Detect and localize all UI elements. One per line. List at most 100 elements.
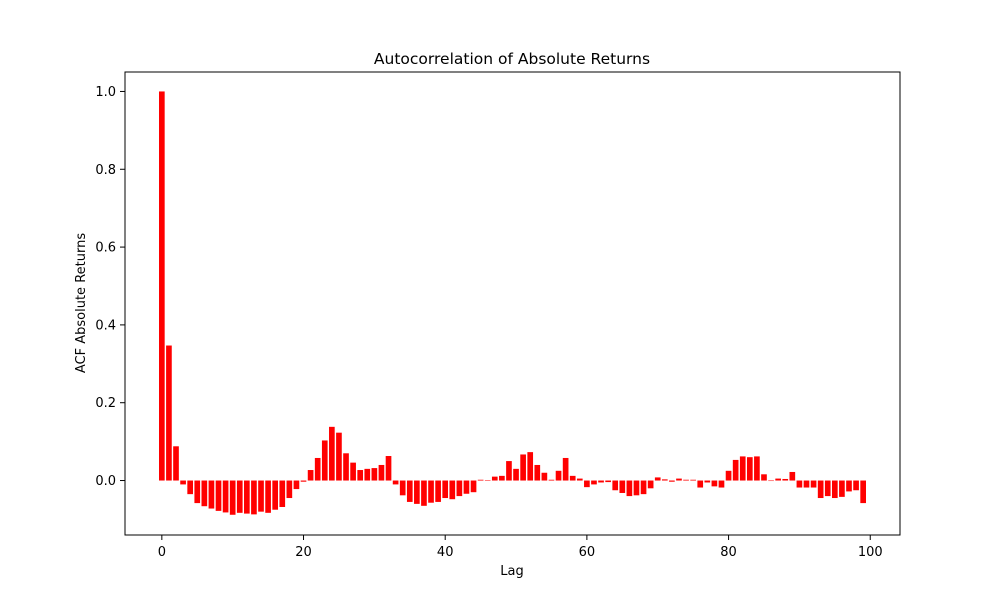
- bar-lag-27: [350, 462, 356, 481]
- bar-lag-87: [775, 478, 781, 481]
- bar-lag-67: [633, 480, 640, 496]
- bars-group: [159, 91, 866, 515]
- y-axis-label: ACF Absolute Returns: [74, 233, 89, 373]
- y-tick-label: 0.2: [95, 396, 116, 411]
- bar-lag-8: [215, 480, 222, 511]
- bar-lag-62: [598, 480, 604, 483]
- bar-lag-44: [470, 480, 477, 493]
- bar-lag-81: [732, 459, 739, 481]
- bar-lag-43: [463, 480, 470, 494]
- bar-lag-69: [647, 480, 654, 489]
- plot-frame: [124, 71, 901, 536]
- bar-lag-30: [371, 468, 378, 481]
- y-tick-label: 0.0: [95, 474, 116, 489]
- x-tick-label: 40: [437, 545, 454, 560]
- bar-lag-57: [562, 457, 569, 481]
- bar-lag-63: [605, 480, 611, 483]
- bar-lag-9: [222, 480, 229, 513]
- bar-lag-84: [754, 456, 760, 481]
- bar-lag-55: [548, 479, 555, 481]
- bar-lag-12: [244, 480, 250, 514]
- bar-lag-73: [676, 478, 682, 481]
- bar-lag-68: [640, 480, 647, 495]
- bar-lag-85: [761, 474, 767, 481]
- bar-lag-40: [442, 480, 449, 499]
- bar-lag-2: [173, 446, 179, 481]
- bar-lag-4: [187, 480, 194, 495]
- bar-lag-32: [385, 456, 392, 481]
- bar-lag-49: [506, 461, 512, 481]
- bar-lag-36: [414, 480, 420, 504]
- bar-lag-54: [541, 472, 548, 481]
- bar-lag-22: [314, 457, 321, 481]
- bar-lag-47: [491, 476, 498, 481]
- bar-lag-83: [746, 457, 753, 481]
- bar-lag-80: [725, 470, 732, 481]
- bar-lag-38: [428, 480, 434, 503]
- bar-lag-39: [435, 480, 441, 502]
- bar-lag-7: [208, 480, 215, 509]
- bar-lag-88: [782, 478, 789, 481]
- bar-lag-90: [796, 480, 803, 488]
- bar-lag-18: [286, 480, 293, 499]
- bar-lag-71: [661, 479, 668, 481]
- bar-lag-46: [484, 480, 491, 481]
- bar-lag-45: [477, 479, 484, 481]
- bar-lag-56: [555, 470, 562, 481]
- bar-lag-74: [683, 479, 689, 481]
- bar-lag-41: [449, 480, 456, 500]
- bar-lag-65: [619, 480, 626, 493]
- bar-lag-42: [456, 480, 463, 497]
- bar-lag-98: [853, 480, 859, 491]
- x-tick-label: 100: [858, 545, 883, 560]
- x-tick-label: 0: [158, 545, 166, 560]
- bar-lag-10: [229, 480, 236, 515]
- bar-lag-86: [768, 480, 774, 482]
- x-axis-label: Lag: [500, 564, 523, 579]
- bar-lag-58: [569, 475, 576, 481]
- bar-lag-75: [690, 479, 696, 481]
- bar-lag-72: [669, 480, 675, 482]
- bar-lag-76: [697, 480, 704, 488]
- y-tick-label: 0.8: [95, 163, 116, 178]
- bar-lag-26: [343, 453, 349, 481]
- bar-lag-16: [272, 480, 279, 510]
- bar-lag-35: [406, 480, 413, 502]
- bar-lag-60: [584, 480, 590, 488]
- bar-lag-3: [180, 480, 186, 485]
- bar-lag-6: [201, 480, 208, 507]
- y-tick-label: 0.6: [95, 241, 116, 256]
- bar-lag-53: [534, 464, 541, 481]
- bar-lag-31: [378, 464, 385, 481]
- bar-lag-21: [307, 470, 314, 481]
- bar-lag-29: [364, 468, 371, 481]
- x-tick-label: 60: [579, 545, 596, 560]
- bar-lag-50: [513, 468, 519, 481]
- bar-lag-14: [258, 480, 264, 512]
- chart-title: Autocorrelation of Absolute Returns: [374, 50, 650, 68]
- y-ticks: 0.0 0.2 0.4 0.6 0.8 1.0: [95, 85, 125, 489]
- y-tick-label: 0.4: [95, 318, 116, 333]
- bar-lag-52: [527, 452, 534, 481]
- bar-lag-1: [166, 345, 172, 481]
- bar-lag-59: [576, 478, 583, 481]
- bar-lag-20: [300, 480, 307, 482]
- x-tick-label: 20: [295, 545, 312, 560]
- bar-lag-77: [704, 480, 711, 483]
- bar-lag-99: [860, 480, 866, 504]
- bar-lag-19: [293, 480, 300, 490]
- bar-lag-78: [711, 480, 718, 487]
- bar-lag-66: [626, 480, 633, 497]
- x-tick-label: 80: [720, 545, 737, 560]
- bar-lag-61: [591, 480, 597, 485]
- bar-lag-24: [329, 426, 335, 481]
- bar-lag-51: [520, 454, 526, 481]
- bar-lag-64: [612, 480, 619, 491]
- bar-lag-93: [817, 480, 824, 499]
- bar-lag-48: [499, 475, 505, 481]
- y-tick-label: 1.0: [95, 85, 116, 100]
- bar-lag-11: [236, 480, 243, 513]
- bar-lag-37: [421, 480, 427, 506]
- bar-lag-28: [357, 470, 364, 481]
